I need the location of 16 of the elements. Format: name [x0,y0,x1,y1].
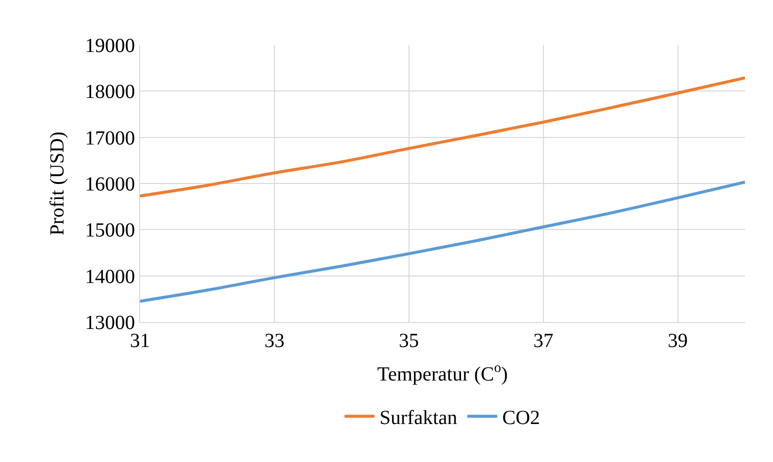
line-series [140,76,745,198]
y-tick-label: 19000 [85,35,135,57]
x-axis-title: Temperatur (C$^{o}$) [377,361,508,386]
x-tick-label: 33 [264,330,284,352]
y-tick-label: 15000 [85,220,135,242]
legend-label: CO2 [502,407,540,430]
x-tick-label: 37 [533,330,554,352]
legend-label: Surfaktan [380,407,458,430]
x-tick-label: 35 [398,330,419,352]
y-tick-label: 14000 [85,266,135,288]
x-tick-label: 39 [668,330,688,352]
y-axis-title: Profit (USD) [46,132,68,236]
line-series [140,180,745,303]
y-tick-label: 18000 [85,81,135,104]
y-tick-label: 17000 [85,127,135,150]
y-tick-label: 16000 [85,174,135,196]
